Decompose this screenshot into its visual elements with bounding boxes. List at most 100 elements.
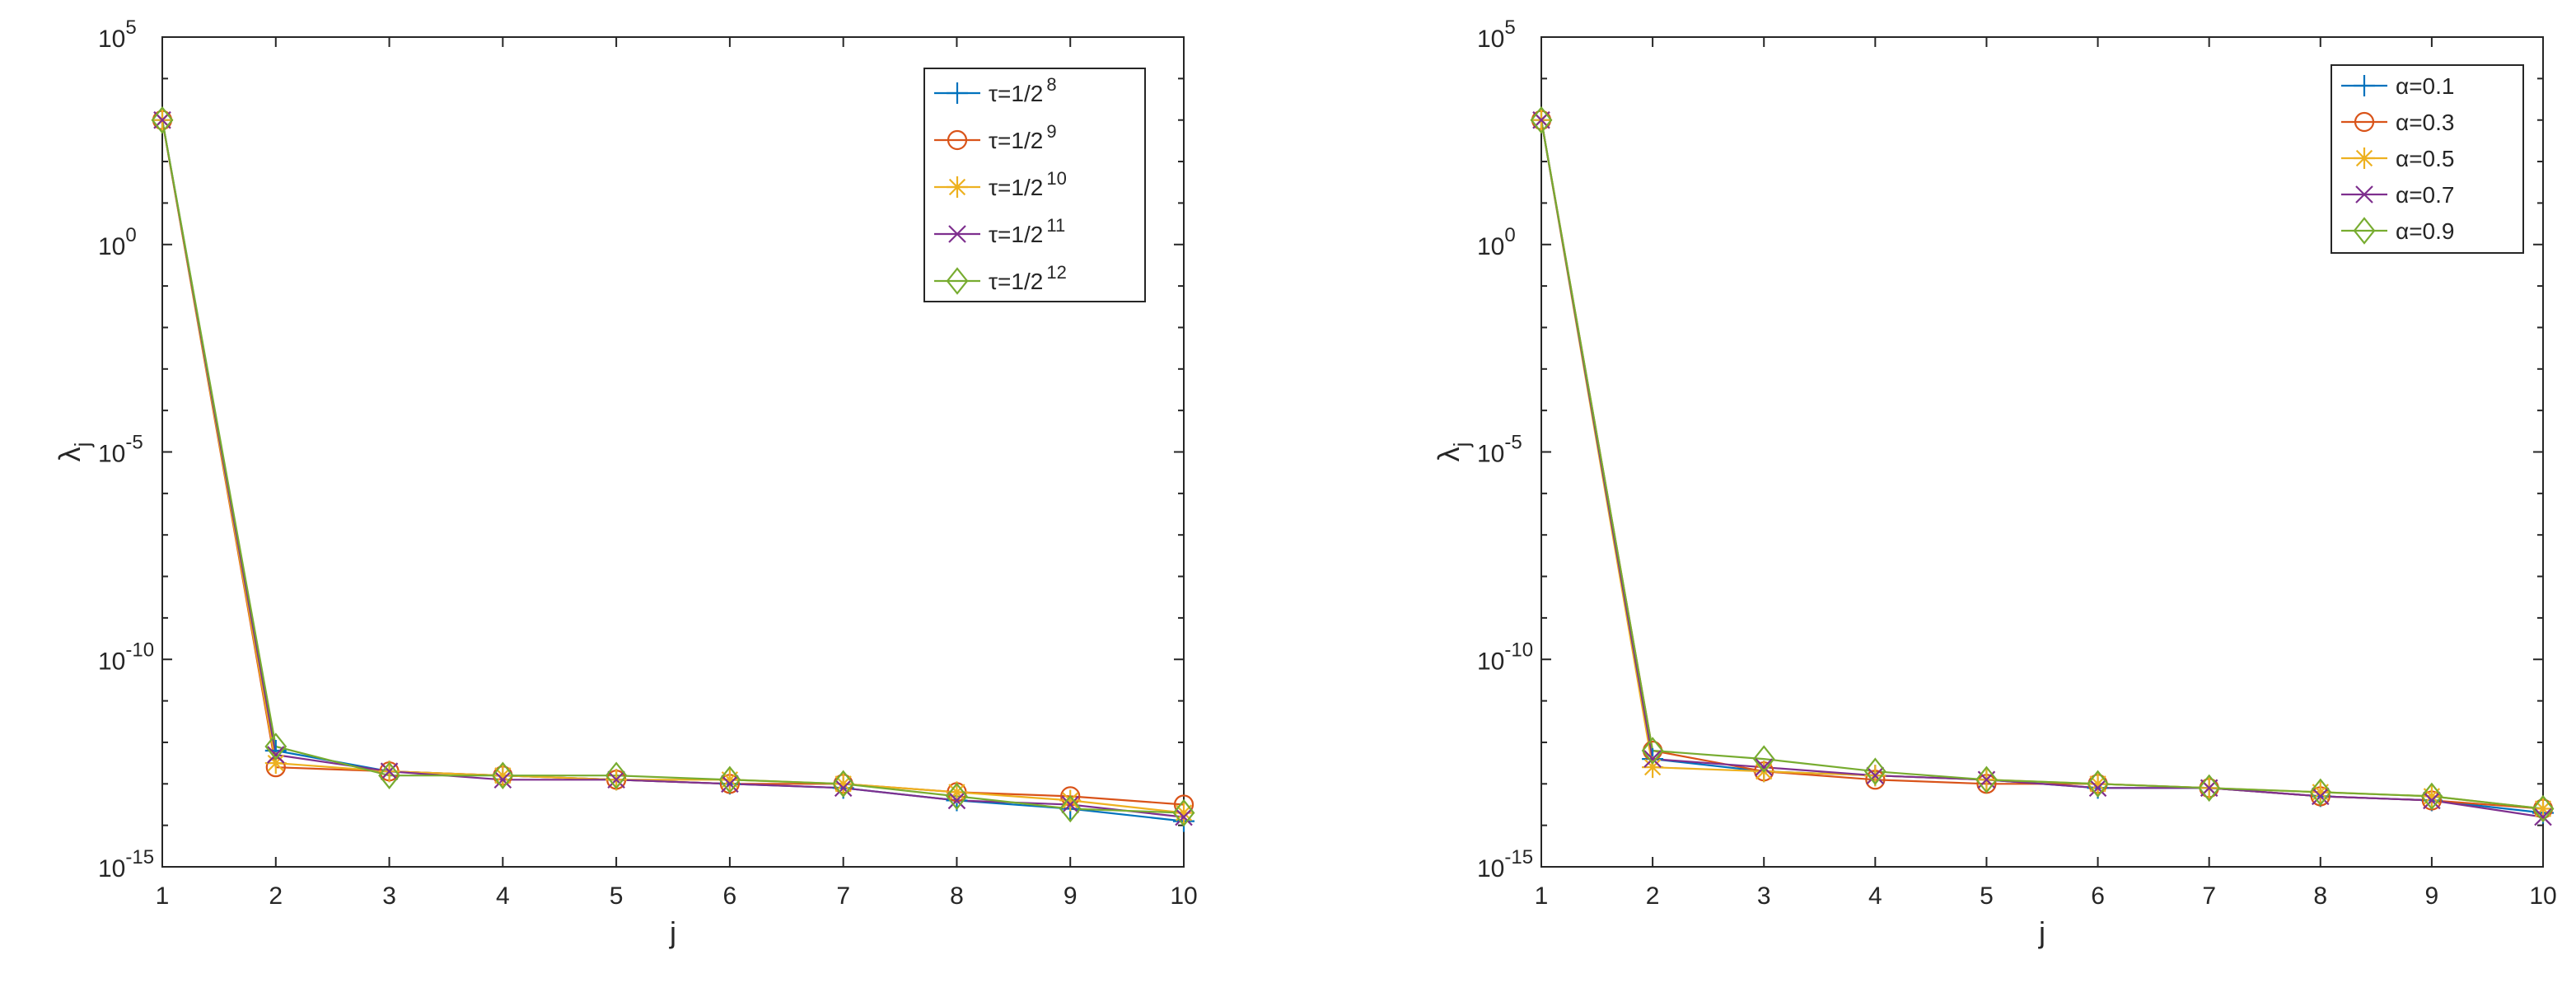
data-point-s3-j4: [493, 770, 512, 789]
legend-marker-0: [947, 82, 968, 104]
legend-entry-0: α=0.1: [2396, 73, 2454, 99]
x-tick-label: 3: [382, 882, 396, 910]
legend-entry-2: α=0.5: [2396, 146, 2454, 171]
legend-marker-4: [946, 267, 969, 295]
data-point-s3-j2: [1643, 750, 1662, 768]
legend-entry-4: α=0.9: [2396, 218, 2454, 244]
data-point-s3-j9: [1061, 795, 1079, 814]
data-point-s4-j10: [2532, 794, 2555, 823]
data-point-s4-j6: [2087, 770, 2109, 798]
data-point-s2-j6: [718, 769, 741, 791]
y-tick-exponent: -5: [125, 432, 143, 454]
legend-box: [923, 68, 1146, 302]
data-point-s4-j6: [718, 765, 741, 794]
x-tick-label: 3: [1757, 882, 1771, 910]
series-line-3: [1540, 119, 2544, 818]
data-point-s3-j4: [1866, 766, 1885, 785]
y-tick-exponent: -15: [1504, 846, 1533, 868]
y-axis-label-sub: j: [70, 442, 95, 448]
y-tick-base: 10: [1477, 441, 1504, 468]
series-markers-4: [151, 105, 1195, 827]
x-tick-label: 10: [2529, 882, 2556, 910]
y-tick-exponent: 5: [1504, 16, 1515, 39]
legend-label-base: α=0.3: [2396, 110, 2454, 135]
legend-marker-3: [2355, 185, 2373, 204]
legend-marker-2: [2354, 147, 2375, 169]
data-point-s2-j7: [832, 773, 854, 795]
data-point-s3-j5: [607, 770, 625, 789]
legend-label-sup: 8: [1046, 74, 1056, 95]
x-tick-label: 5: [1980, 882, 1994, 910]
y-tick-base: 10: [98, 648, 125, 675]
legend-label-base: τ=1/2: [989, 81, 1043, 106]
x-tick-label: 1: [156, 882, 170, 910]
legend-entry-4: τ=1/2 12: [989, 262, 1067, 294]
x-tick-label: 2: [1646, 882, 1660, 910]
legend-label-base: τ=1/2: [989, 269, 1043, 294]
data-point-s2-j9: [1059, 789, 1082, 812]
y-tick-label: 100: [98, 224, 137, 260]
y-tick-label: 100: [1477, 224, 1516, 260]
y-axis-label-base: λ: [1432, 447, 1466, 461]
data-point-s4-j2: [264, 733, 288, 761]
legend-label-base: α=0.7: [2396, 182, 2454, 208]
data-point-s3-j8: [2312, 787, 2330, 806]
data-point-s2-j10: [1173, 802, 1194, 824]
data-point-s4-j8: [2309, 778, 2332, 807]
data-point-s3-j3: [1755, 758, 1773, 776]
x-tick-label: 7: [2202, 882, 2216, 910]
data-point-s3-j10: [2534, 807, 2552, 826]
y-tick-base: 10: [98, 855, 125, 882]
x-tick-label: 5: [610, 882, 624, 910]
y-tick-base: 10: [98, 233, 125, 260]
y-tick-label: 105: [98, 16, 137, 53]
data-point-s4-j9: [1059, 794, 1082, 823]
chart-right: 1 2 3 4 5 6 7 8 9 1010-1510-1010-5100105jλjα=0.1α…: [1432, 16, 2557, 949]
data-point-s3-j3: [380, 762, 399, 780]
legend-label-base: τ=1/2: [989, 175, 1043, 200]
legend-marker-0: [2354, 75, 2375, 96]
y-axis-label-sub: j: [1449, 442, 1474, 448]
data-point-s4-j10: [1172, 798, 1195, 827]
y-tick-label: 10-15: [1477, 846, 1533, 882]
data-point-s4-j1: [151, 105, 174, 134]
legend-marker-2: [947, 176, 968, 198]
legend-label-sup: 12: [1046, 262, 1066, 283]
legend-label-base: α=0.9: [2396, 218, 2454, 244]
data-point-s2-j9: [2420, 785, 2443, 807]
legend-marker-1: [2354, 111, 2375, 133]
y-axis-label: λj: [53, 442, 95, 462]
legend-label-sup: 11: [1046, 215, 1065, 236]
y-tick-base: 10: [1477, 855, 1504, 882]
y-tick-base: 10: [98, 441, 125, 468]
x-tick-label: 8: [2313, 882, 2327, 910]
x-tick-label: 6: [2091, 882, 2105, 910]
y-tick-base: 10: [1477, 648, 1504, 675]
y-tick-label: 10-5: [1477, 432, 1522, 468]
y-axis-label-base: λ: [53, 447, 86, 461]
x-tick-label: 8: [950, 882, 964, 910]
x-tick-label: 4: [496, 882, 510, 910]
x-tick-label: 10: [1170, 882, 1197, 910]
data-point-s4-j3: [1752, 745, 1775, 773]
data-point-s2-j6: [2087, 773, 2109, 795]
legend-marker-4: [2353, 217, 2376, 245]
x-tick-label: 7: [836, 882, 850, 910]
data-point-s4-j5: [1975, 765, 1998, 794]
legend-label-base: α=0.5: [2396, 146, 2454, 171]
series-line-2: [161, 119, 1185, 814]
legend-entry-3: α=0.7: [2396, 182, 2454, 208]
data-point-s2-j8: [2309, 781, 2331, 803]
legend-label-sup: 10: [1046, 168, 1066, 189]
x-tick-label: 4: [1868, 882, 1882, 910]
data-point-s3-j6: [721, 775, 739, 793]
x-axis-label: j: [669, 915, 676, 949]
data-point-s4-j7: [832, 770, 855, 798]
legend: α=0.1 α=0.3 α=0.5 α=0.7 α=0.9: [2331, 64, 2524, 254]
data-point-s4-j5: [605, 761, 628, 789]
legend-entry-2: τ=1/2 10: [989, 168, 1067, 200]
series-line-4: [1540, 119, 2544, 810]
y-tick-label: 10-5: [98, 432, 143, 468]
data-point-s2-j8: [946, 781, 968, 803]
